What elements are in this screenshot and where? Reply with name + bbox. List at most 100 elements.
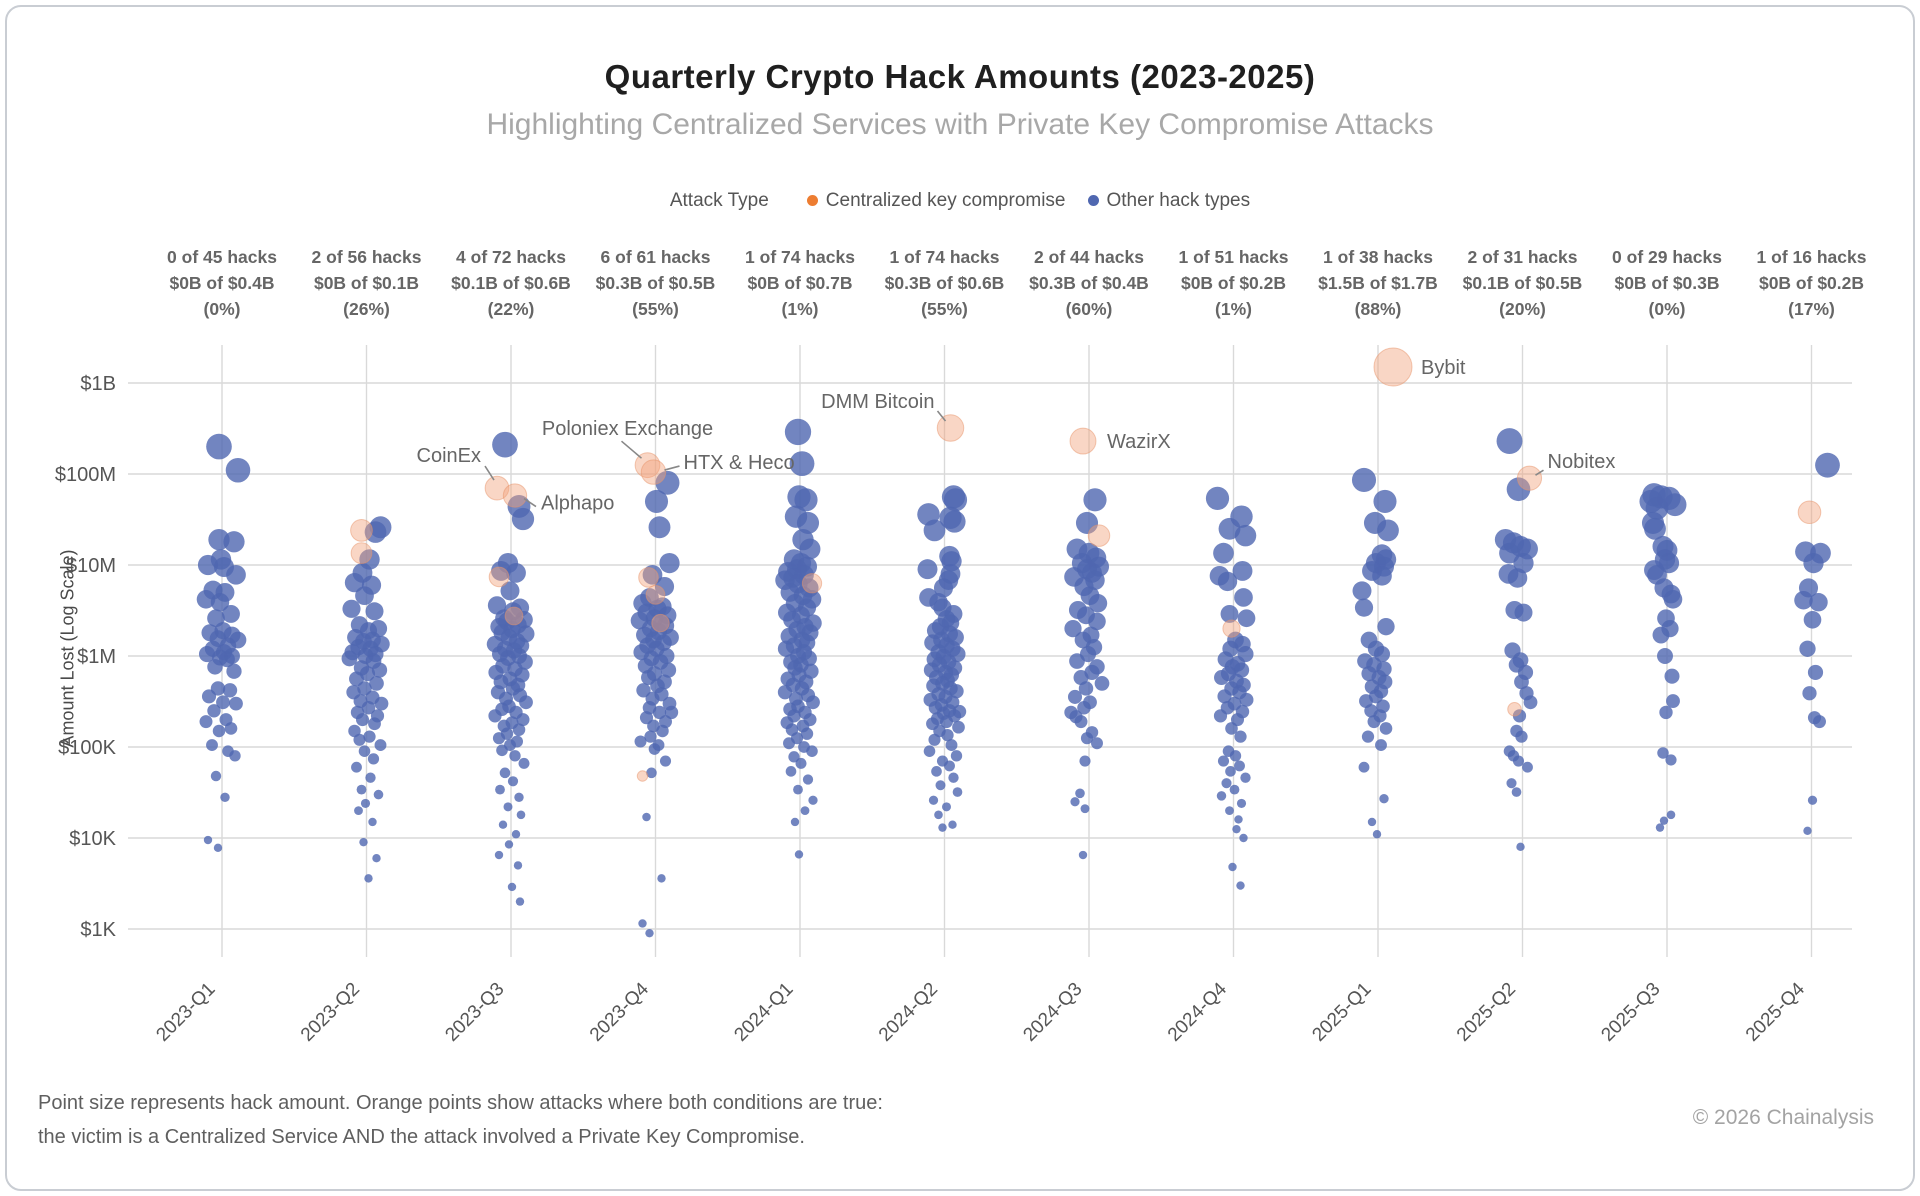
annotation-bybit: Bybit xyxy=(1421,357,1466,379)
hack-point-other xyxy=(363,730,376,743)
hack-point-other xyxy=(503,802,513,812)
column-header-line: 1 of 51 hacks xyxy=(1178,247,1289,267)
hack-point-other xyxy=(1080,732,1094,745)
hack-point-other xyxy=(1074,715,1088,729)
hack-point-other xyxy=(1064,619,1082,638)
hack-point-other xyxy=(1523,695,1538,710)
column-header-2025-Q1: 1 of 38 hacks $1.5B of $1.7B (88%) xyxy=(1293,244,1463,322)
column-header-2025-Q4: 1 of 16 hacks $0B of $0.2B (17%) xyxy=(1727,244,1897,322)
hack-point-other xyxy=(1803,552,1824,574)
footnote: Point size represents hack amount. Orang… xyxy=(38,1086,883,1154)
hack-point-other xyxy=(1213,709,1228,723)
hack-point-other xyxy=(1807,795,1818,805)
hack-point-other xyxy=(223,531,245,553)
hack-point-centralized-key-compromise xyxy=(936,414,965,442)
hack-point-other xyxy=(226,564,246,585)
hack-point-other xyxy=(1665,754,1677,766)
x-tick-label: 2025-Q3 xyxy=(1597,979,1664,1046)
hack-point-other xyxy=(1205,486,1230,510)
hack-point-other xyxy=(928,733,941,746)
hack-point-other xyxy=(1070,797,1080,807)
hack-point-other xyxy=(353,733,366,746)
hack-point-other xyxy=(1229,784,1240,795)
hack-point-other xyxy=(224,722,238,735)
x-tick-label: 2024-Q2 xyxy=(875,979,942,1046)
hack-point-other xyxy=(917,559,938,580)
y-tick-label: $10M xyxy=(66,555,116,577)
hack-point-other xyxy=(1091,737,1103,750)
hack-point-other xyxy=(943,488,968,512)
hack-point-other xyxy=(931,766,942,777)
hack-point-other xyxy=(1379,794,1389,804)
hack-point-other xyxy=(198,646,216,663)
hack-point-other xyxy=(785,766,797,777)
hack-point-other xyxy=(341,650,358,667)
hack-point-other xyxy=(657,874,666,883)
x-tick-label: 2023-Q4 xyxy=(586,978,653,1045)
hack-point-other xyxy=(207,659,223,675)
hack-point-other xyxy=(1067,689,1083,704)
x-tick-label: 2025-Q1 xyxy=(1308,979,1375,1046)
hack-point-other xyxy=(1375,739,1387,751)
hack-point-centralized-key-compromise xyxy=(640,459,667,485)
hack-point-other xyxy=(1666,694,1680,708)
hack-point-other xyxy=(511,507,535,531)
hack-point-other xyxy=(496,744,508,757)
hack-point-other xyxy=(1239,692,1254,707)
hack-point-other xyxy=(1213,542,1234,564)
legend-item-label: Other hack types xyxy=(1106,190,1251,211)
annotation-leader-line xyxy=(936,410,947,422)
column-header-line: (1%) xyxy=(1215,299,1252,319)
hack-point-other xyxy=(514,792,524,803)
hack-point-other xyxy=(1799,640,1816,657)
annotation-alphapo: Alphapo xyxy=(541,493,614,515)
column-header-line: $0B of $0.7B xyxy=(747,273,853,293)
hack-point-other xyxy=(1511,787,1522,797)
hack-point-other xyxy=(1354,598,1374,617)
hack-point-other xyxy=(941,728,954,742)
hack-point-other xyxy=(1232,824,1241,834)
hack-point-other xyxy=(1373,489,1397,513)
hack-point-other xyxy=(1663,493,1687,517)
hack-point-other xyxy=(1075,511,1099,534)
hack-point-other xyxy=(1803,610,1822,629)
hack-point-centralized-key-compromise xyxy=(350,542,373,564)
column-header-line: (0%) xyxy=(1648,299,1686,319)
hack-point-other xyxy=(644,489,669,513)
x-tick-label: 2024-Q3 xyxy=(1019,979,1086,1046)
hack-point-other xyxy=(788,751,800,763)
hack-point-other xyxy=(369,676,384,691)
hack-point-other xyxy=(368,717,381,731)
column-header-line: (88%) xyxy=(1354,299,1402,319)
hack-point-other xyxy=(1217,755,1230,767)
column-header-line: $0B of $0.4B xyxy=(169,273,275,293)
hack-point-other xyxy=(1069,653,1085,669)
hack-point-other xyxy=(1078,681,1094,696)
hack-point-other xyxy=(1512,755,1525,767)
hack-point-centralized-key-compromise xyxy=(1516,465,1543,491)
hack-point-other xyxy=(519,695,533,710)
column-header-line: (26%) xyxy=(343,299,390,319)
chart-card xyxy=(5,5,1915,1191)
hack-point-centralized-key-compromise xyxy=(651,613,670,633)
hack-point-other xyxy=(516,810,526,820)
hack-point-other xyxy=(952,720,965,734)
hack-point-other xyxy=(1657,648,1673,664)
hack-point-other xyxy=(655,470,680,495)
hack-point-other xyxy=(201,689,217,704)
hack-point-other xyxy=(638,919,647,928)
column-header-line: $1.5B of $1.7B xyxy=(1318,273,1438,293)
column-header-line: 1 of 74 hacks xyxy=(745,247,855,267)
hack-point-other xyxy=(1516,842,1525,852)
hack-point-other xyxy=(351,761,362,773)
hack-point-other xyxy=(1361,730,1375,743)
hack-point-other xyxy=(646,767,657,779)
hack-point-other xyxy=(800,806,810,816)
column-header-line: $0.1B of $0.5B xyxy=(1462,273,1583,293)
column-header-line: (60%) xyxy=(1065,299,1113,319)
hack-point-other xyxy=(222,683,238,698)
hack-point-other xyxy=(1239,833,1248,843)
column-header-line: 6 of 61 hacks xyxy=(600,247,711,267)
column-header-line: $0.3B of $0.6B xyxy=(884,273,1005,293)
copyright: © 2026 Chainalysis xyxy=(1692,1106,1874,1129)
